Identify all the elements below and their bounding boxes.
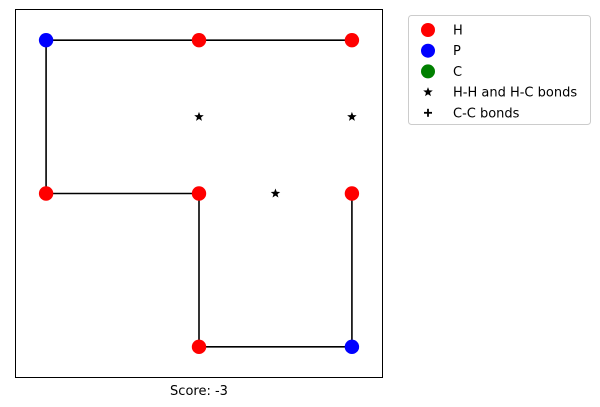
bond-markers <box>194 111 357 198</box>
residue-point-h <box>344 32 360 48</box>
residue-point-h <box>191 339 207 355</box>
x-axis-label: Score: -3 <box>170 384 228 399</box>
plot-area <box>15 9 383 378</box>
residue-point-h <box>191 32 207 48</box>
hh-hc-bond-marker <box>270 188 281 198</box>
legend-marker-circle <box>421 23 435 37</box>
legend-label: H-H and H-C bonds <box>453 86 577 101</box>
chain-lines <box>45 39 353 348</box>
residue-point-p <box>344 339 360 355</box>
legend-item: C <box>421 64 462 80</box>
legend-label: H <box>453 24 463 39</box>
legend-label: P <box>453 44 461 59</box>
legend-item: P <box>421 43 461 59</box>
residue-point-h <box>38 186 54 201</box>
legend-item: C-C bonds <box>424 106 520 121</box>
legend-marker-circle <box>421 43 435 58</box>
legend-marker-plus <box>424 108 432 117</box>
hh-hc-bond-marker <box>194 111 204 121</box>
hh-hc-bond-marker <box>347 111 357 121</box>
residue-point-p <box>38 32 54 48</box>
legend-marker-star <box>423 87 433 97</box>
residue-point-h <box>191 186 207 201</box>
legend-marker-circle <box>421 64 435 79</box>
legend-label: C-C bonds <box>453 106 520 121</box>
legend-label: C <box>453 65 462 80</box>
legend-frame <box>408 15 591 125</box>
legend: HPC H-H and H-C bonds C-C bonds <box>408 15 591 125</box>
legend-item: H <box>421 23 463 39</box>
residue-point-h <box>344 186 360 201</box>
legend-item: H-H and H-C bonds <box>423 86 577 101</box>
residue-points <box>38 32 360 355</box>
